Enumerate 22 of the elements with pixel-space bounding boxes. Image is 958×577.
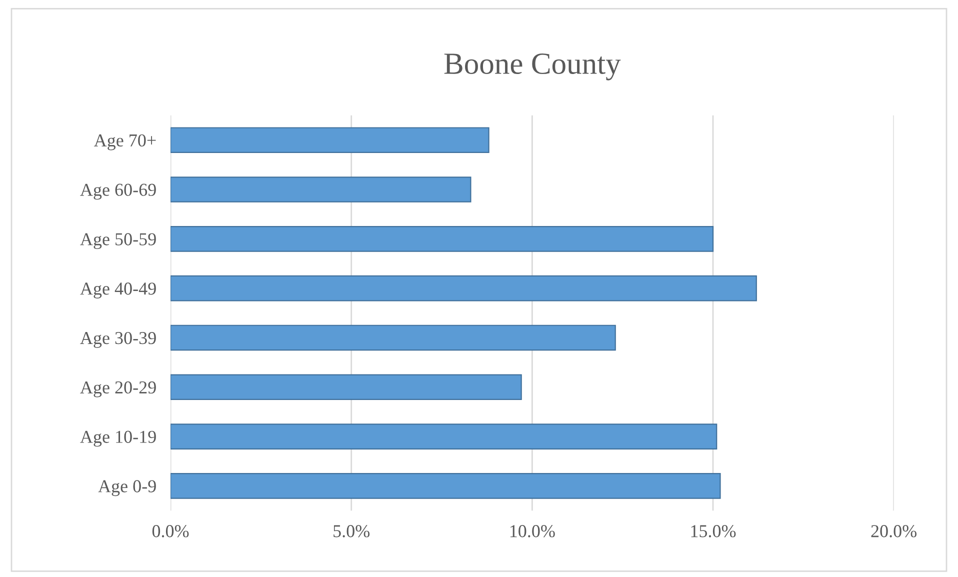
bar [170, 127, 490, 154]
y-tick-label: Age 60-69 [80, 184, 156, 200]
bar [170, 275, 757, 302]
y-tick-label: Age 20-29 [80, 381, 156, 398]
x-tick-label: 5.0% [334, 525, 370, 538]
bar [170, 324, 616, 351]
y-tick-label: Age 30-39 [80, 332, 156, 348]
bar [170, 176, 472, 202]
x-tick-label: 10.0% [510, 525, 555, 538]
y-tick-label: Age 10-19 [80, 430, 156, 447]
bar [170, 473, 721, 499]
x-tick-label: 20.0% [871, 525, 917, 538]
y-tick-label: Age 0-9 [98, 480, 156, 496]
bar [170, 226, 714, 252]
x-tick-label: 15.0% [691, 525, 736, 538]
y-tick-label: Age 40-49 [80, 282, 156, 298]
y-tick-label: Age 70+ [94, 134, 156, 150]
chart-title: Boone County [444, 54, 621, 80]
x-tick-label: 0.0% [152, 525, 189, 538]
bar [170, 424, 718, 450]
y-tick-label: Age 50-59 [80, 233, 156, 250]
bar [170, 374, 522, 400]
